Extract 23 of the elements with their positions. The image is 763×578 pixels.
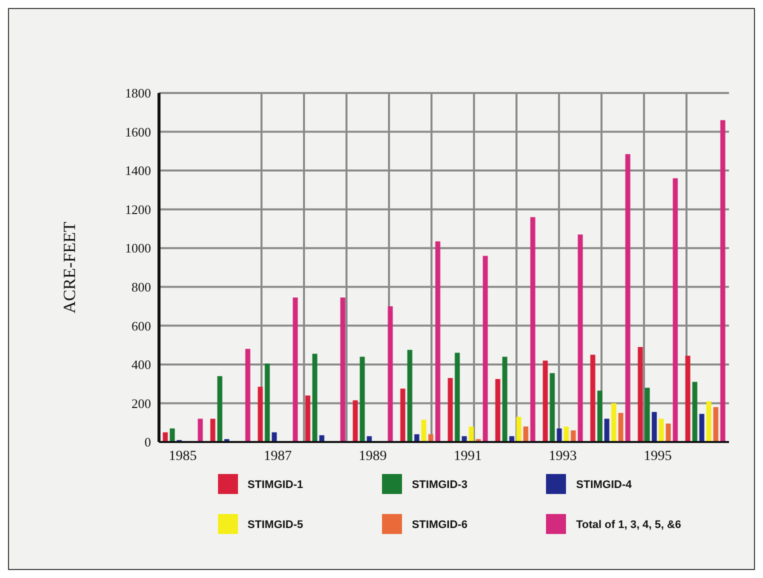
- x-tick-label: 1993: [548, 448, 577, 464]
- y-tick-label: 1800: [125, 86, 151, 101]
- x-tick-label: 1989: [358, 448, 387, 464]
- y-axis-title: ACRE-FEET: [60, 221, 80, 314]
- y-tick-label: 0: [144, 434, 151, 450]
- legend-label: Total of 1, 3, 4, 5, &6: [576, 518, 682, 531]
- y-tick-label: 200: [132, 396, 151, 411]
- x-tick-label: 1987: [264, 448, 292, 464]
- x-tick-label: 1985: [168, 448, 197, 464]
- legend-label: STIMGID-4: [576, 478, 632, 491]
- legend-label: STIMGID-5: [248, 518, 304, 531]
- y-tick-label: 1600: [125, 124, 151, 140]
- legend-label: STIMGID-6: [412, 518, 468, 531]
- legend-label: STIMGID-1: [248, 478, 304, 491]
- y-tick-label: 800: [132, 280, 151, 295]
- y-tick-label: 600: [132, 318, 151, 334]
- y-tick-label: 1200: [125, 202, 151, 217]
- x-tick-label: 1995: [644, 448, 672, 464]
- x-tick-label: 1991: [454, 448, 482, 464]
- y-tick-label: 400: [132, 357, 151, 372]
- y-tick-label: 1400: [125, 163, 151, 178]
- legend-label: STIMGID-3: [412, 478, 468, 491]
- y-tick-label: 1000: [125, 240, 151, 256]
